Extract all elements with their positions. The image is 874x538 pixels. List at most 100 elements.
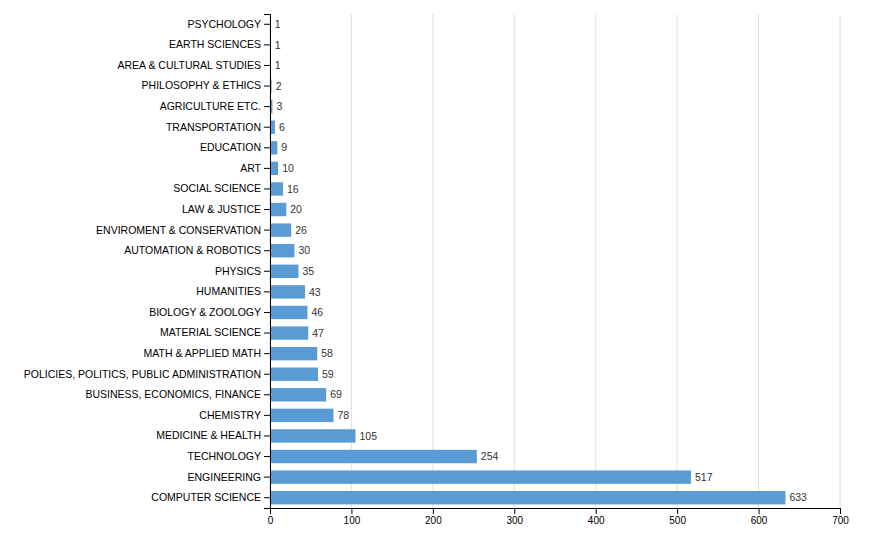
- x-tick-mark: [596, 508, 597, 514]
- y-axis-line: [264, 15, 271, 509]
- grid: [270, 14, 840, 508]
- y-tick-label: LAW & JUSTICE: [182, 203, 261, 215]
- x-tick-mark: [759, 508, 760, 514]
- bar: [270, 347, 317, 360]
- y-tick-label: COMPUTER SCIENCE: [151, 491, 261, 503]
- y-tick-label: EARTH SCIENCES: [169, 38, 261, 50]
- y-tick: SOCIAL SCIENCE: [173, 182, 270, 194]
- y-tick-label: AGRICULTURE ETC.: [160, 100, 261, 112]
- y-tick-mark: [264, 353, 270, 354]
- y-tick-label: BIOLOGY & ZOOLOGY: [149, 306, 261, 318]
- x-tick-mark: [433, 508, 434, 514]
- y-tick-label: TRANSPORTATION: [166, 121, 261, 133]
- y-tick: ENVIROMENT & CONSERVATION: [96, 223, 270, 235]
- data-label: 43: [309, 286, 321, 298]
- bar: [270, 326, 308, 339]
- y-tick: HUMANITIES: [196, 285, 270, 297]
- y-tick-mark: [264, 209, 270, 210]
- y-tick: AUTOMATION & ROBOTICS: [124, 244, 270, 256]
- bar: [270, 244, 294, 257]
- y-tick-mark: [264, 168, 270, 169]
- y-tick-label: EDUCATION: [200, 141, 261, 153]
- y-tick: COMPUTER SCIENCE: [151, 491, 270, 503]
- data-label: 517: [695, 471, 713, 483]
- y-tick: ART: [240, 162, 270, 174]
- grid-line: [840, 14, 841, 508]
- y-tick-mark: [264, 65, 270, 66]
- y-tick-label: PSYCHOLOGY: [187, 18, 261, 30]
- y-tick-label: BUSINESS, ECONOMICS, FINANCE: [85, 388, 261, 400]
- bar: [270, 429, 356, 442]
- data-label: 26: [295, 224, 307, 236]
- y-tick-label: CHEMISTRY: [199, 409, 261, 421]
- y-tick-mark: [264, 312, 270, 313]
- y-tick-label: AREA & CULTURAL STUDIES: [117, 59, 261, 71]
- data-labels: 1112369101620263035434647585969781052545…: [275, 18, 807, 503]
- y-tick: PHYSICS: [215, 265, 270, 277]
- x-tick: 200: [425, 508, 442, 526]
- x-tick-label: 600: [751, 515, 768, 526]
- x-tick-label: 300: [506, 515, 523, 526]
- x-tick: 0: [268, 508, 274, 526]
- y-tick-label: ART: [240, 162, 261, 174]
- grid-line: [758, 14, 759, 508]
- data-label: 633: [789, 491, 807, 503]
- bar: [270, 491, 785, 504]
- y-tick-label: TECHNOLOGY: [187, 450, 261, 462]
- y-tick: BIOLOGY & ZOOLOGY: [149, 306, 270, 318]
- x-tick: 600: [751, 508, 768, 526]
- x-tick-label: 100: [344, 515, 361, 526]
- bar: [270, 409, 334, 422]
- x-tick-label: 200: [425, 515, 442, 526]
- y-tick-label: POLICIES, POLITICS, PUBLIC ADMINISTRATIO…: [24, 368, 261, 380]
- y-tick: MATH & APPLIED MATH: [144, 347, 270, 359]
- data-label: 3: [276, 100, 282, 112]
- chart: 0 100 200 300 400 500 600 700 PSYCHOLOGY EARTH SC…: [0, 0, 874, 538]
- x-tick-label: 0: [268, 515, 274, 526]
- y-tick: EARTH SCIENCES: [169, 38, 270, 50]
- data-label: 30: [298, 244, 310, 256]
- x-tick-mark: [514, 508, 515, 514]
- y-tick-mark: [264, 250, 270, 251]
- y-tick-mark: [264, 271, 270, 272]
- y-tick: BUSINESS, ECONOMICS, FINANCE: [85, 388, 270, 400]
- x-tick: 500: [669, 508, 686, 526]
- bar: [270, 450, 477, 463]
- data-label: 105: [360, 430, 378, 442]
- bar: [270, 470, 691, 483]
- y-tick: AREA & CULTURAL STUDIES: [117, 59, 270, 71]
- y-tick: ENGINEERING: [187, 470, 270, 482]
- y-tick-mark: [264, 477, 270, 478]
- data-label: 1: [275, 39, 281, 51]
- y-tick-label: MEDICINE & HEALTH: [156, 429, 261, 441]
- y-tick-mark: [264, 230, 270, 231]
- x-tick: 400: [588, 508, 605, 526]
- x-tick: 300: [506, 508, 523, 526]
- x-tick: 700: [832, 508, 849, 526]
- bar: [270, 388, 326, 401]
- y-tick-label: MATH & APPLIED MATH: [144, 347, 261, 359]
- data-label: 16: [287, 183, 299, 195]
- y-tick-label: AUTOMATION & ROBOTICS: [124, 244, 261, 256]
- y-tick-mark: [264, 394, 270, 395]
- y-tick-label: ENVIROMENT & CONSERVATION: [96, 223, 261, 235]
- x-axis: 0 100 200 300 400 500 600 700: [268, 508, 850, 526]
- grid-line: [432, 14, 433, 508]
- data-label: 10: [282, 162, 294, 174]
- x-tick-mark: [677, 508, 678, 514]
- bar: [270, 285, 305, 298]
- y-tick-mark: [264, 291, 270, 292]
- y-tick-mark: [264, 497, 270, 498]
- y-tick-label: HUMANITIES: [196, 285, 261, 297]
- y-axis: PSYCHOLOGY EARTH SCIENCES AREA & CULTURAL …: [24, 15, 271, 509]
- y-tick: LAW & JUSTICE: [182, 203, 270, 215]
- y-tick-label: SOCIAL SCIENCE: [173, 182, 261, 194]
- y-tick-mark: [264, 188, 270, 189]
- x-tick-label: 500: [669, 515, 686, 526]
- bar: [270, 368, 318, 381]
- y-tick: CHEMISTRY: [199, 409, 270, 421]
- y-tick-mark: [264, 86, 270, 87]
- y-tick-mark: [264, 435, 270, 436]
- y-tick: TECHNOLOGY: [187, 450, 270, 462]
- grid-line: [514, 14, 515, 508]
